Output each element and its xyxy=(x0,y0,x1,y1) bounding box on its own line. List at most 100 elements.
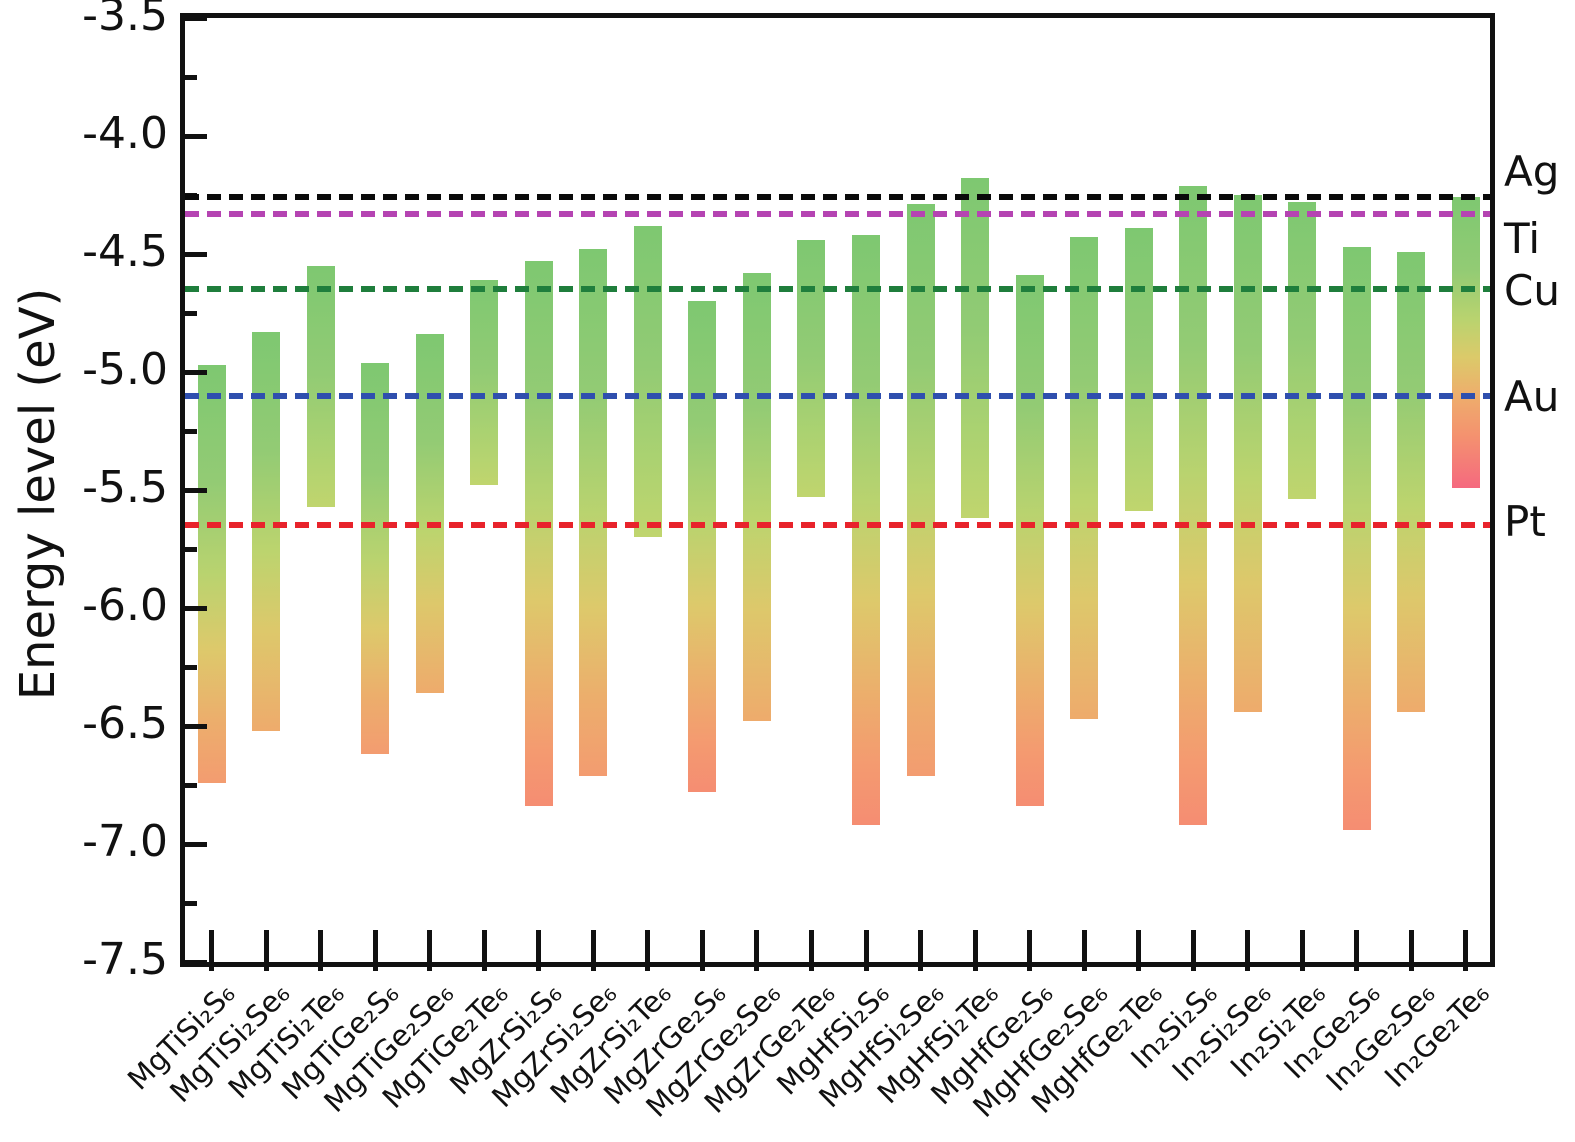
energy-bar xyxy=(1233,195,1262,712)
x-inner-tick xyxy=(1245,930,1251,962)
x-outer-tick xyxy=(318,962,324,971)
y-minor-tick xyxy=(185,664,197,670)
x-inner-tick xyxy=(263,930,269,962)
x-outer-tick xyxy=(209,962,214,971)
energy-bar xyxy=(1179,185,1208,826)
energy-bar xyxy=(1015,275,1044,807)
energy-bar xyxy=(415,334,444,693)
x-inner-tick xyxy=(699,930,705,962)
y-tick-label: -7.0 xyxy=(82,816,168,867)
energy-bar xyxy=(1070,237,1099,719)
x-outer-tick xyxy=(1354,962,1360,971)
y-minor-tick xyxy=(185,428,197,434)
energy-bar xyxy=(1288,202,1317,500)
x-inner-tick xyxy=(209,930,214,962)
y-minor-tick xyxy=(185,74,197,80)
x-outer-tick xyxy=(699,962,705,971)
metal-label-au: Au xyxy=(1504,371,1560,421)
x-inner-tick xyxy=(1027,930,1033,962)
x-outer-tick xyxy=(1299,962,1305,971)
metal-label-ag: Ag xyxy=(1504,147,1560,197)
x-outer-tick xyxy=(863,962,869,971)
y-major-tick xyxy=(185,841,207,847)
energy-bar xyxy=(742,272,771,722)
y-minor-tick xyxy=(185,782,197,788)
energy-bar xyxy=(524,261,553,807)
y-major-tick xyxy=(185,133,207,139)
y-minor-tick xyxy=(185,310,197,316)
x-inner-tick xyxy=(1136,930,1142,962)
energy-bar xyxy=(1342,246,1371,830)
x-inner-tick xyxy=(372,930,378,962)
energy-bar xyxy=(852,235,881,826)
x-outer-tick xyxy=(645,962,651,971)
y-tick-label: -6.0 xyxy=(82,580,168,631)
energy-bar xyxy=(470,279,499,486)
x-inner-tick xyxy=(1081,930,1087,962)
x-outer-tick xyxy=(754,962,760,971)
y-major-tick xyxy=(185,487,207,493)
y-tick-label: -3.5 xyxy=(82,0,168,41)
energy-bar xyxy=(1397,251,1426,712)
energy-bar xyxy=(579,249,608,776)
y-major-tick xyxy=(185,959,207,965)
x-outer-tick xyxy=(1136,962,1142,971)
energy-bar xyxy=(1451,197,1480,488)
metal-label-ti: Ti xyxy=(1504,213,1541,263)
metal-label-pt: Pt xyxy=(1504,497,1546,547)
x-outer-tick xyxy=(536,962,542,971)
x-inner-tick xyxy=(318,930,324,962)
x-inner-tick xyxy=(427,930,433,962)
x-inner-tick xyxy=(1408,930,1414,962)
energy-bar xyxy=(961,178,990,519)
x-inner-tick xyxy=(863,930,869,962)
y-tick-label: -7.5 xyxy=(82,934,168,985)
reference-line-ti xyxy=(185,210,1490,217)
x-outer-tick xyxy=(808,962,814,971)
reference-line-ag xyxy=(185,194,1490,201)
x-inner-tick xyxy=(918,930,924,962)
x-inner-tick xyxy=(590,930,596,962)
x-inner-tick xyxy=(481,930,487,962)
y-major-tick xyxy=(185,605,207,611)
x-outer-tick xyxy=(1408,962,1414,971)
x-outer-tick xyxy=(1190,962,1196,971)
y-tick-label: -5.5 xyxy=(82,462,168,513)
x-inner-tick xyxy=(1463,930,1469,962)
y-major-tick xyxy=(185,251,207,257)
x-inner-tick xyxy=(972,930,978,962)
energy-bar xyxy=(197,364,226,783)
x-inner-tick xyxy=(754,930,760,962)
x-outer-tick xyxy=(590,962,596,971)
energy-bar xyxy=(688,301,717,793)
y-tick-label: -6.5 xyxy=(82,698,168,749)
x-outer-tick xyxy=(263,962,269,971)
plot-frame xyxy=(180,13,1495,967)
x-outer-tick xyxy=(372,962,378,971)
x-outer-tick xyxy=(1245,962,1251,971)
energy-bar xyxy=(306,265,335,507)
x-inner-tick xyxy=(1354,930,1360,962)
x-inner-tick xyxy=(808,930,814,962)
energy-bar xyxy=(633,225,662,538)
y-major-tick xyxy=(185,723,207,729)
x-outer-tick xyxy=(1463,962,1469,971)
x-outer-tick xyxy=(918,962,924,971)
reference-line-pt xyxy=(185,522,1490,529)
y-tick-label: -4.5 xyxy=(82,226,168,277)
reference-line-cu xyxy=(185,286,1490,293)
x-inner-tick xyxy=(645,930,651,962)
metal-label-cu: Cu xyxy=(1504,266,1560,316)
x-inner-tick xyxy=(536,930,542,962)
reference-line-au xyxy=(185,392,1490,399)
x-outer-tick xyxy=(481,962,487,971)
y-major-tick xyxy=(185,15,207,21)
x-outer-tick xyxy=(1081,962,1087,971)
y-tick-label: -5.0 xyxy=(82,344,168,395)
y-minor-tick xyxy=(185,900,197,906)
energy-bar xyxy=(797,239,826,498)
y-major-tick xyxy=(185,369,207,375)
x-inner-tick xyxy=(1190,930,1196,962)
x-inner-tick xyxy=(1299,930,1305,962)
